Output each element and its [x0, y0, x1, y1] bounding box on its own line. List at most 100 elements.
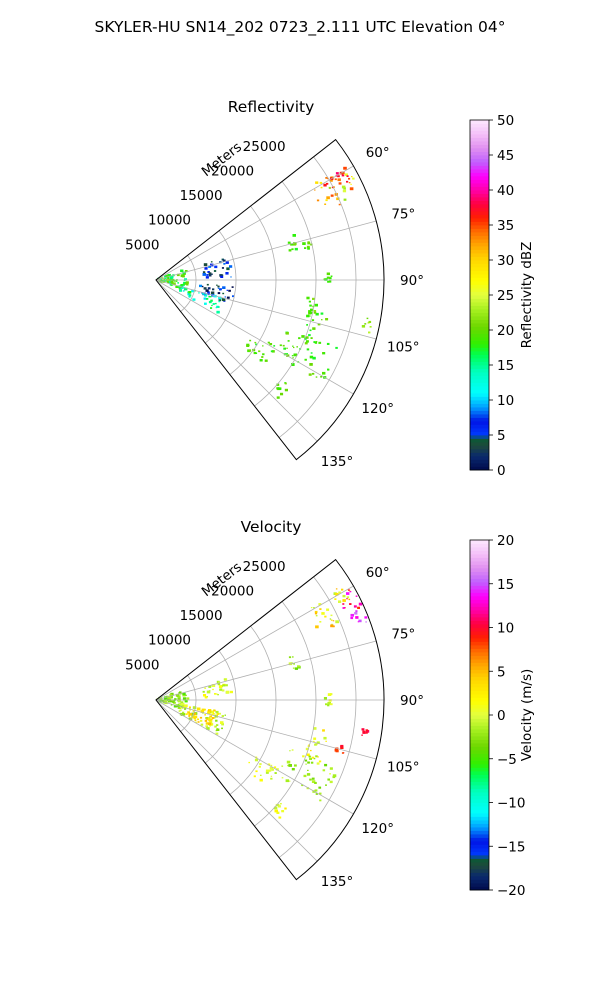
echo-cell [325, 318, 329, 321]
echo-cell [294, 667, 298, 670]
echo-cell [334, 178, 337, 181]
echo-cell [172, 701, 175, 704]
echo-cell [344, 173, 348, 176]
echo-cell [285, 779, 290, 783]
colorbar-tick-label: 0 [497, 463, 506, 479]
echo-cell [169, 280, 171, 283]
colorbar-segment [470, 725, 489, 730]
echo-cell [331, 186, 334, 189]
echo-cell [364, 616, 368, 619]
azimuth-spoke [155, 699, 318, 862]
colorbar-segment [470, 256, 489, 261]
echo-cell [180, 702, 185, 706]
echo-cell [167, 273, 171, 277]
echo-cell [211, 304, 213, 307]
echo-cell [194, 719, 197, 722]
echo-cell [253, 352, 257, 355]
echo-cell [165, 274, 169, 278]
echo-cell [222, 684, 225, 687]
echo-cell [215, 302, 217, 305]
echo-cell [355, 616, 359, 619]
colorbar-segment [470, 403, 489, 408]
echo-cell [182, 692, 186, 696]
echo-cell [362, 730, 365, 733]
azimuth-tick-label: 120° [361, 401, 394, 417]
echo-cell [259, 778, 263, 782]
colorbar-segment [470, 743, 489, 747]
echo-cell [217, 306, 220, 308]
echo-cell [341, 752, 344, 754]
echo-cell [326, 182, 329, 185]
echo-cell [184, 283, 187, 285]
echo-cell [322, 729, 325, 732]
echo-cell [203, 271, 206, 273]
echo-cell [208, 709, 212, 712]
echo-cell [293, 243, 297, 246]
colorbar-segment [470, 232, 489, 236]
echo-cell [265, 771, 269, 774]
colorbar-segment [470, 249, 489, 254]
colorbar-segment [470, 267, 489, 271]
radial-tick-label: 20000 [211, 584, 254, 600]
colorbar-segment [470, 620, 489, 625]
echo-cell [180, 707, 182, 709]
echo-cell [310, 243, 313, 246]
echo-cell [309, 363, 313, 366]
echo-cell [318, 786, 322, 789]
echo-cell [225, 272, 229, 275]
echo-cell [314, 743, 317, 746]
echo-cell [224, 296, 226, 298]
echo-cell [206, 690, 211, 694]
colorbar-segment [470, 466, 489, 471]
echo-cell [292, 357, 294, 359]
echo-cell [289, 750, 291, 752]
colorbar-segment [470, 757, 489, 761]
echo-cell [195, 721, 197, 723]
echo-cell [183, 273, 186, 275]
radial-tick-label: 5000 [125, 237, 159, 253]
echo-cell [335, 620, 339, 624]
azimuth-spoke [155, 585, 354, 701]
echo-cell [226, 296, 230, 299]
velocity-grid [155, 558, 385, 881]
echo-cell [217, 681, 221, 684]
range-ring [278, 576, 357, 858]
echo-cell [312, 356, 316, 360]
radial-tick-label: 10000 [148, 213, 191, 229]
reflectivity-colorbar: 0 5 10 15 20 25 30 35 40 45 50 Reflectivity dBZ [469, 113, 535, 479]
echo-cell [184, 708, 187, 710]
colorbar-segment [470, 841, 489, 845]
colorbar-segment [470, 767, 489, 772]
echo-cell [310, 308, 314, 312]
colorbar-segment [470, 438, 489, 443]
colorbar-segment [470, 823, 489, 828]
echo-cell [319, 181, 323, 184]
echo-cell [290, 243, 294, 246]
echo-cell [309, 304, 312, 307]
echo-cell [269, 766, 274, 770]
echo-cell [182, 271, 186, 275]
echo-cell [329, 179, 333, 182]
range-ring [229, 625, 277, 795]
echo-cell [343, 166, 347, 170]
colorbar-tick-label: −15 [497, 839, 526, 855]
echo-cell [221, 727, 223, 730]
colorbar-segment [470, 463, 489, 467]
echo-cell [254, 341, 257, 344]
colorbar-segment [470, 547, 489, 551]
echo-cell [316, 762, 320, 765]
echo-cell [365, 621, 367, 623]
colorbar-tick-label: 10 [497, 393, 514, 409]
echo-cell [326, 272, 330, 276]
echo-cell [319, 621, 322, 623]
colorbar-segment [470, 155, 489, 159]
colorbar-segment [470, 253, 489, 257]
echo-cell [304, 247, 307, 249]
echo-cell [323, 697, 327, 700]
echo-cell [273, 766, 277, 769]
velocity-title: Velocity [241, 518, 302, 536]
echo-cell [348, 177, 351, 180]
colorbar-segment [470, 172, 489, 177]
echo-cell [214, 265, 218, 269]
